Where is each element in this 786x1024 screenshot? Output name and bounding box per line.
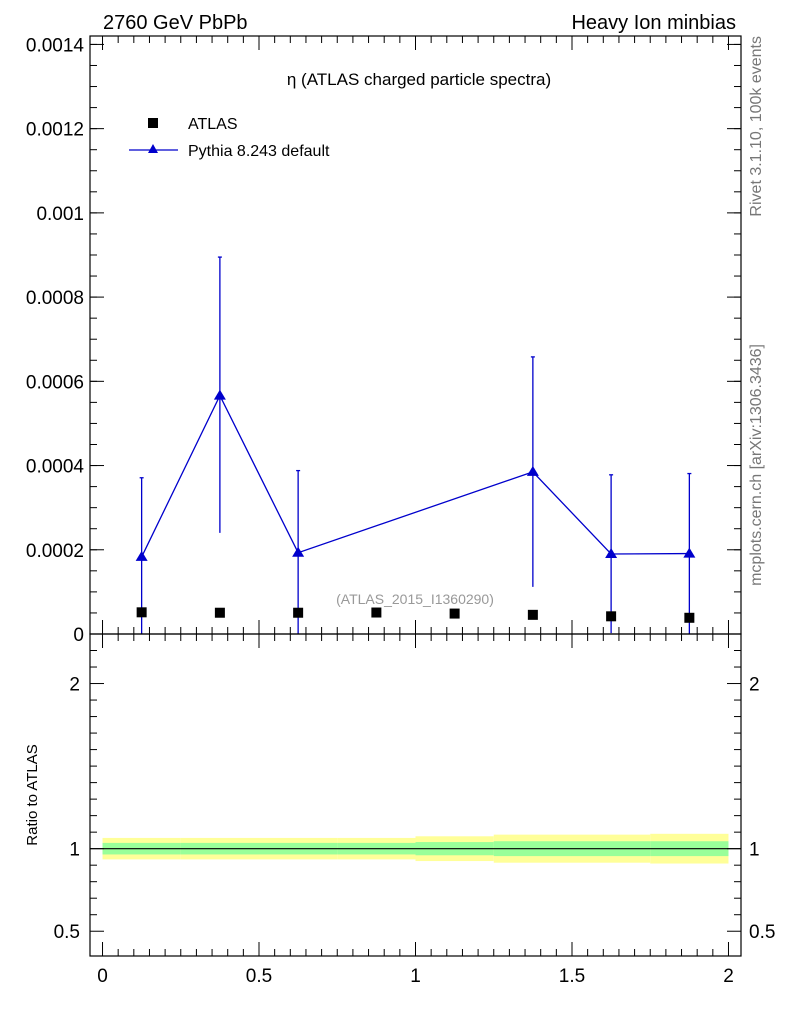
ratio-ytick-label: 2	[69, 675, 80, 696]
main-data-marks	[135, 256, 696, 634]
analysis-watermark: (ATLAS_2015_I1360290)	[336, 591, 494, 607]
main-data-group	[135, 256, 696, 634]
ratio-xtick-label: 1	[410, 966, 421, 987]
main-ytick-label: 0.0004	[26, 457, 85, 478]
pythia-point	[526, 465, 539, 476]
pythia-series-line	[141, 394, 690, 558]
main-ytick-label: 0.0002	[26, 541, 84, 562]
atlas-point	[606, 611, 617, 622]
ratio-ytick-label: 1	[69, 840, 80, 861]
main-axis-ticks: 0 0.0002 0.0004 0.0006 0.0008 0.001 0.0012 0.00…	[26, 35, 741, 646]
legend-pythia-label: Pythia 8.243 default	[188, 143, 330, 160]
main-plot-panel: η (ATLAS charged particle spectra) (ATLA…	[26, 35, 742, 646]
main-ytick-label: 0	[73, 625, 84, 646]
ratio-xtick-label: 2	[723, 966, 734, 987]
pythia-point	[605, 547, 618, 558]
main-ytick-label: 0.001	[36, 204, 84, 225]
pythia-point	[683, 547, 696, 558]
ratio-ytick-label-right: 1	[749, 840, 760, 861]
rivet-version-label: Rivet 3.1.10, 100k events	[748, 36, 765, 217]
mcplots-label: mcplots.cern.ch [arXiv:1306.3436]	[748, 344, 765, 586]
ratio-ylabel: Ratio to ATLAS	[24, 744, 41, 845]
ratio-plot-panel: 0 0.5 1 1.5 2 0.5 0.5 1 1 2 2 Ratio to ATLAS	[24, 633, 775, 987]
ratio-uncertainty-bands	[90, 833, 741, 864]
atlas-point	[293, 607, 304, 618]
legend-pythia-marker	[148, 144, 158, 153]
ratio-ytick-label-right: 0.5	[749, 922, 775, 943]
pythia-point	[135, 550, 148, 561]
main-ytick-label: 0.0006	[26, 372, 84, 393]
atlas-point	[449, 608, 460, 619]
ratio-frame	[89, 633, 742, 957]
legend-atlas-label: ATLAS	[188, 116, 238, 133]
main-title: η (ATLAS charged particle spectra)	[287, 70, 551, 89]
legend: ATLAS Pythia 8.243 default	[129, 116, 330, 160]
atlas-point	[136, 607, 147, 618]
pythia-point	[213, 389, 226, 400]
atlas-point	[684, 612, 695, 623]
header-left: 2760 GeV PbPb	[103, 12, 248, 34]
atlas-point	[371, 607, 382, 618]
ratio-xtick-label: 0.5	[246, 966, 272, 987]
ratio-ytick-label-right: 2	[749, 675, 760, 696]
pythia-point	[292, 546, 305, 557]
header-right: Heavy Ion minbias	[571, 12, 736, 34]
ratio-xtick-label: 1.5	[559, 966, 585, 987]
main-ytick-label: 0.0012	[26, 120, 84, 141]
ratio-xtick-label: 0	[97, 966, 108, 987]
main-ytick-label: 0.0014	[26, 35, 85, 56]
legend-atlas-marker	[148, 118, 158, 128]
ratio-axis-ticks: 0 0.5 1 1.5 2 0.5 0.5 1 1 2 2	[54, 634, 775, 987]
atlas-point	[527, 609, 538, 620]
ratio-ytick-label: 0.5	[54, 922, 80, 943]
main-ytick-label: 0.0008	[26, 288, 84, 309]
atlas-point	[214, 607, 225, 618]
